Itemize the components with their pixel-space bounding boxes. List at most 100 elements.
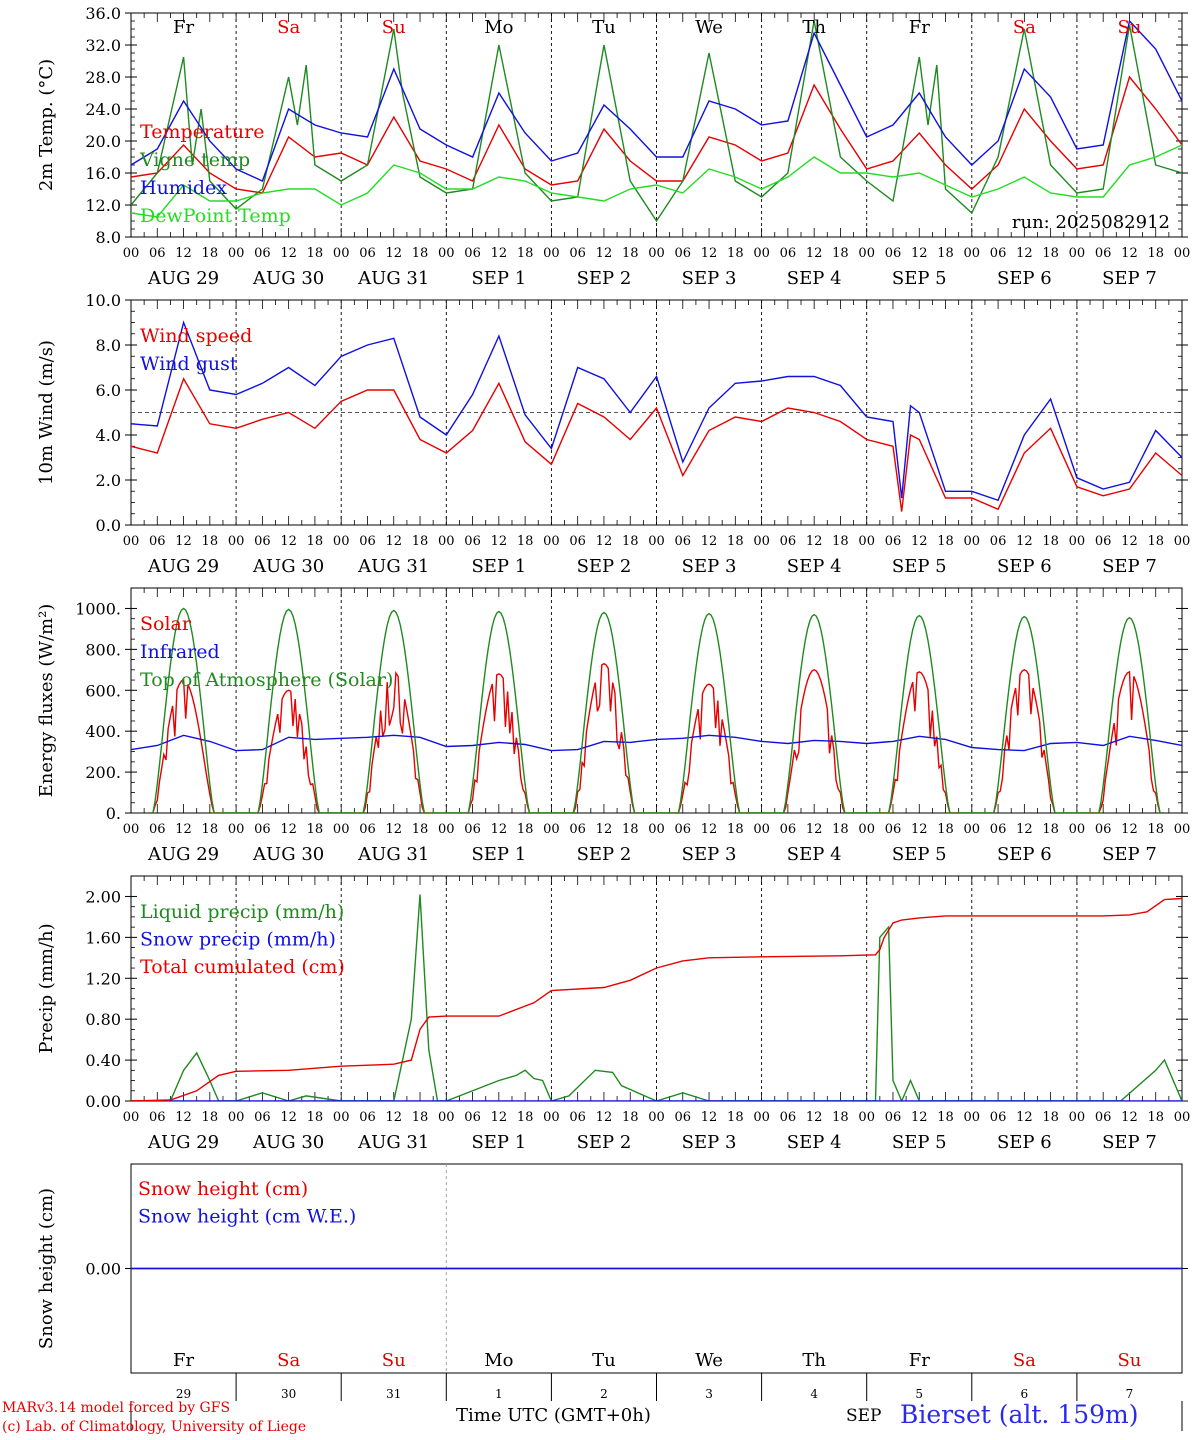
hour-tick-label: 18 xyxy=(202,246,219,261)
y-tick-label: 0.00 xyxy=(85,1092,121,1111)
hour-tick-label: 00 xyxy=(123,246,140,261)
day-name-top: Tu xyxy=(592,17,616,38)
hour-tick-label: 00 xyxy=(964,1110,981,1125)
hour-tick-label: 06 xyxy=(780,822,797,837)
hour-tick-label: 12 xyxy=(911,246,928,261)
hour-tick-label: 06 xyxy=(1095,1110,1112,1125)
hour-tick-label: 12 xyxy=(491,1110,508,1125)
day-name-bottom: Sa xyxy=(1013,1350,1036,1371)
day-name-bottom: Sa xyxy=(277,1350,300,1371)
hour-tick-label: 18 xyxy=(727,822,744,837)
panel-3: 00 06 12 18 00 06 12 18 00 06 12 18 00 06 12 18 00 06 12 18… xyxy=(36,587,1190,865)
hour-tick-label: 18 xyxy=(1147,822,1164,837)
y-axis-label: 10m Wind (m/s) xyxy=(36,340,57,485)
hour-tick-label: 00 xyxy=(648,534,665,549)
y-tick-label: 24.0 xyxy=(85,100,121,119)
date-label: SEP 5 xyxy=(892,556,947,577)
hour-tick-label: 06 xyxy=(885,1110,902,1125)
date-label: SEP 1 xyxy=(471,844,526,865)
hour-tick-label: 18 xyxy=(727,534,744,549)
hour-tick-label: 12 xyxy=(911,1110,928,1125)
date-label: AUG 31 xyxy=(357,556,429,577)
hour-tick-label: 00 xyxy=(438,1110,455,1125)
y-tick-label: 36.0 xyxy=(85,4,121,23)
day-number: 2 xyxy=(600,1387,608,1401)
date-label: AUG 30 xyxy=(252,268,324,289)
hour-tick-label: 12 xyxy=(596,1110,613,1125)
hour-tick-label: 18 xyxy=(307,822,324,837)
y-tick-label: 0.40 xyxy=(85,1051,121,1070)
hour-tick-label: 12 xyxy=(596,246,613,261)
hour-tick-label: 06 xyxy=(780,534,797,549)
hour-tick-label: 00 xyxy=(333,1110,350,1125)
y-tick-label: 12.0 xyxy=(85,196,121,215)
hour-tick-label: 00 xyxy=(1174,1110,1191,1125)
hour-tick-label: 00 xyxy=(543,534,560,549)
hour-tick-label: 06 xyxy=(990,534,1007,549)
hour-tick-label: 00 xyxy=(123,534,140,549)
hour-tick-label: 00 xyxy=(333,822,350,837)
hour-tick-label: 00 xyxy=(858,822,875,837)
hour-tick-label: 00 xyxy=(648,1110,665,1125)
hour-tick-label: 18 xyxy=(412,822,429,837)
hour-tick-label: 18 xyxy=(622,822,639,837)
date-label: SEP 2 xyxy=(577,844,632,865)
y-axis-label: Snow height (cm) xyxy=(36,1188,57,1349)
y-tick-label: 400. xyxy=(85,722,121,741)
hour-tick-label: 18 xyxy=(1147,246,1164,261)
hour-tick-label: 18 xyxy=(727,246,744,261)
date-label: SEP 7 xyxy=(1102,1132,1157,1153)
hour-tick-label: 00 xyxy=(964,822,981,837)
hour-tick-label: 06 xyxy=(149,1110,166,1125)
hour-tick-label: 06 xyxy=(569,246,586,261)
date-label: SEP 1 xyxy=(471,556,526,577)
legend-entry: Top of Atmosphere (Solar) xyxy=(140,669,393,691)
y-axis-label: 2m Temp. (°C) xyxy=(36,59,57,191)
y-tick-label: 1.60 xyxy=(85,928,121,947)
y-tick-label: 0.00 xyxy=(85,1260,121,1279)
legend-entry: Wind gust xyxy=(140,353,238,375)
date-label: AUG 31 xyxy=(357,1132,429,1153)
hour-tick-label: 00 xyxy=(438,534,455,549)
series-line xyxy=(131,20,1182,223)
hour-tick-label: 12 xyxy=(1016,534,1033,549)
day-name-top: Sa xyxy=(1013,17,1036,38)
hour-tick-label: 06 xyxy=(569,822,586,837)
hour-tick-label: 00 xyxy=(648,246,665,261)
hour-tick-label: 12 xyxy=(806,822,823,837)
series-line xyxy=(148,662,1165,813)
y-tick-label: 2.0 xyxy=(96,471,121,490)
hour-tick-label: 12 xyxy=(806,534,823,549)
hour-tick-label: 00 xyxy=(438,246,455,261)
panel-5: 0.00 Snow height (cm) Snow height (cm) Snow… xyxy=(36,1163,1188,1431)
date-label: SEP 3 xyxy=(682,844,737,865)
hour-tick-label: 00 xyxy=(543,822,560,837)
hour-tick-label: 18 xyxy=(832,822,849,837)
legend-entry: Solar xyxy=(140,613,192,635)
y-tick-label: 20.0 xyxy=(85,132,121,151)
date-label: SEP 3 xyxy=(682,268,737,289)
hour-tick-label: 06 xyxy=(780,1110,797,1125)
date-label: AUG 31 xyxy=(357,844,429,865)
day-number: 7 xyxy=(1126,1387,1134,1401)
date-label: SEP 6 xyxy=(997,268,1052,289)
day-name-top: Fr xyxy=(173,17,194,38)
hour-tick-label: 12 xyxy=(701,822,718,837)
y-axis-label: Precip (mm/h) xyxy=(36,923,57,1053)
y-tick-label: 0.0 xyxy=(96,516,121,535)
hour-tick-label: 12 xyxy=(280,1110,297,1125)
day-number: 5 xyxy=(915,1387,923,1401)
series-line xyxy=(131,377,1182,512)
hour-tick-label: 06 xyxy=(1095,534,1112,549)
hour-tick-label: 00 xyxy=(1174,246,1191,261)
hour-tick-label: 00 xyxy=(858,534,875,549)
hour-tick-label: 18 xyxy=(1042,534,1059,549)
hour-tick-label: 12 xyxy=(1121,822,1138,837)
day-name-top: Mo xyxy=(484,17,513,38)
hour-tick-label: 12 xyxy=(280,534,297,549)
hour-tick-label: 18 xyxy=(1042,246,1059,261)
hour-tick-label: 00 xyxy=(438,822,455,837)
legend-entry: Vigne temp xyxy=(139,149,250,171)
legend-entry: DewPoint Temp xyxy=(140,205,291,227)
date-label: AUG 31 xyxy=(357,268,429,289)
